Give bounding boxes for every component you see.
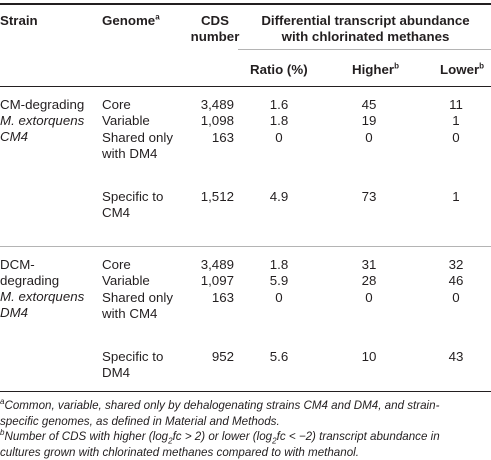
ratio-cell: 4.9 xyxy=(269,189,289,204)
header-differential-abundance: Differential transcript abundance with ch… xyxy=(261,13,470,44)
header-cds-number: CDS number xyxy=(190,13,240,44)
lower-cell: 46 xyxy=(448,273,464,288)
cds-cell: 1,097 xyxy=(200,273,234,288)
footnote-a: aCommon, variable, shared only by dehalo… xyxy=(0,397,440,428)
genome-cell: Shared only with DM4 xyxy=(102,130,173,161)
strain-label: CM-degrading M. extorquens CM4 xyxy=(0,97,85,144)
cds-cell: 3,489 xyxy=(200,97,234,112)
cds-cell: 1,098 xyxy=(200,113,234,128)
lower-cell: 0 xyxy=(452,130,460,145)
header-bottom-rule xyxy=(0,86,491,87)
genome-cell: Specific to DM4 xyxy=(102,349,164,380)
ratio-cell: 0 xyxy=(275,130,283,145)
header-higher: Higherb xyxy=(352,61,400,77)
ratio-cell: 5.6 xyxy=(269,349,289,364)
cds-cell: 163 xyxy=(211,130,234,145)
higher-cell: 73 xyxy=(361,189,377,204)
table-bottom-rule xyxy=(0,391,491,392)
higher-cell: 28 xyxy=(361,273,377,288)
genome-cell: Core xyxy=(102,257,131,272)
cds-cell: 952 xyxy=(211,349,234,364)
lower-cell: 1 xyxy=(452,113,460,128)
cds-cell: 3,489 xyxy=(200,257,234,272)
higher-cell: 0 xyxy=(365,290,373,305)
header-genome: Genomea xyxy=(102,12,160,28)
genome-cell: Variable xyxy=(102,273,150,288)
higher-cell: 10 xyxy=(361,349,377,364)
header-ratio: Ratio (%) xyxy=(250,62,308,77)
lower-cell: 1 xyxy=(452,189,460,204)
lower-cell: 32 xyxy=(448,257,464,272)
higher-cell: 45 xyxy=(361,97,377,112)
ratio-cell: 0 xyxy=(275,290,283,305)
higher-cell: 31 xyxy=(361,257,377,272)
cds-cell: 163 xyxy=(211,290,234,305)
header-strain: Strain xyxy=(0,13,38,28)
lower-cell: 43 xyxy=(448,349,464,364)
lower-cell: 0 xyxy=(452,290,460,305)
top-rule xyxy=(0,3,491,5)
footnote-b: bNumber of CDS with higher (log2fc > 2) … xyxy=(0,428,440,459)
higher-cell: 0 xyxy=(365,130,373,145)
ratio-cell: 1.6 xyxy=(269,97,289,112)
genome-cell: Variable xyxy=(102,113,150,128)
genome-cell: Shared only with CM4 xyxy=(102,290,173,321)
higher-cell: 19 xyxy=(361,113,377,128)
group-separator-rule xyxy=(0,246,491,247)
subheader-rule xyxy=(238,49,491,50)
cds-cell: 1,512 xyxy=(200,189,234,204)
ratio-cell: 1.8 xyxy=(269,113,289,128)
genome-cell: Core xyxy=(102,97,131,112)
ratio-cell: 1.8 xyxy=(269,257,289,272)
genome-cell: Specific to CM4 xyxy=(102,189,164,220)
strain-label: DCM- degrading M. extorquens DM4 xyxy=(0,257,85,320)
header-lower: Lowerb xyxy=(440,61,485,77)
lower-cell: 11 xyxy=(449,97,463,112)
ratio-cell: 5.9 xyxy=(269,273,289,288)
